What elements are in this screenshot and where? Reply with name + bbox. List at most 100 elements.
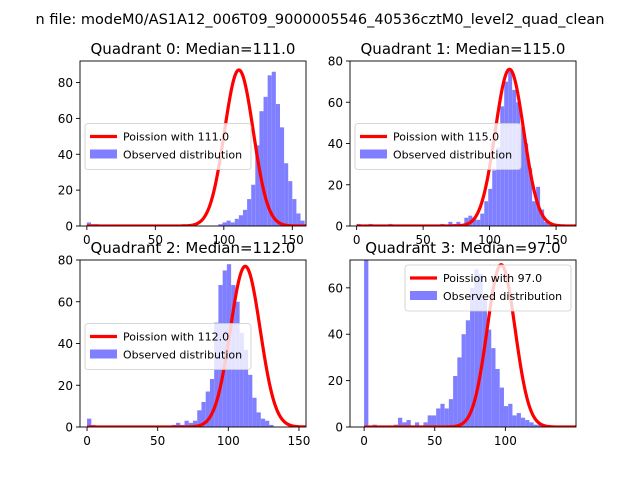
histogram-bar (488, 188, 493, 226)
histogram-bar (284, 163, 289, 226)
poisson-fit-line (85, 68, 306, 226)
histogram-bar (516, 413, 521, 427)
histogram-bar (300, 220, 305, 226)
x-tick-label: 100 (494, 434, 517, 448)
x-tick-label: 0 (353, 233, 361, 247)
legend-box (84, 323, 252, 370)
histogram-bar (252, 397, 257, 427)
histogram-bar (470, 287, 475, 427)
y-tick-label: 0 (65, 421, 73, 435)
histogram-bar (398, 417, 403, 427)
poisson-fit-line (363, 263, 576, 427)
histogram-bar (201, 401, 206, 427)
legend: Poission with 112.0 Observed distribution (84, 323, 252, 370)
axes-frame (349, 259, 577, 428)
y-tick-label: 80 (58, 76, 73, 90)
legend-box (404, 264, 572, 312)
histogram-bar (528, 168, 533, 226)
subplot-title: Quadrant 2: Median=112.0 (91, 239, 296, 257)
x-tick-label: 0 (83, 434, 91, 448)
histogram-bar (499, 387, 504, 427)
legend-box (354, 123, 522, 170)
histogram-bar (238, 215, 243, 226)
histogram-bar (480, 213, 485, 226)
histogram-bar (512, 415, 517, 427)
legend: Poission with 111.0 Observed distribution (84, 123, 252, 170)
histogram-bar (524, 143, 529, 226)
subplot-title: Quadrant 0: Median=111.0 (91, 40, 296, 58)
histogram-bar (87, 418, 92, 427)
legend-label-observed: Observed distribution (443, 290, 562, 303)
legend: Poission with 115.0 Observed distribution (354, 123, 522, 170)
histogram-bar (453, 375, 458, 427)
y-tick-label: 40 (58, 148, 73, 162)
histogram-bar (427, 415, 432, 427)
histogram-bar (461, 334, 466, 427)
histogram-bar (532, 201, 537, 226)
x-tick-label: 0 (83, 233, 91, 247)
histogram-bar (184, 420, 189, 427)
histogram-bar (222, 222, 227, 226)
histogram-bar (234, 218, 239, 226)
histogram-bar (275, 104, 280, 226)
legend-label-fit: Poission with 115.0 (393, 131, 499, 144)
subplot-title: Quadrant 3: Median=97.0 (365, 239, 560, 257)
histogram-bar (456, 221, 461, 226)
histogram-bar (86, 222, 91, 226)
histogram-bar (484, 201, 489, 226)
y-tick-label: 20 (328, 178, 343, 192)
axes-frame (79, 60, 307, 227)
histogram-bar (197, 410, 202, 427)
histogram-bar (525, 420, 530, 427)
legend-label-observed: Observed distribution (123, 349, 242, 362)
histogram-bar (255, 145, 260, 226)
histogram-bar (448, 399, 454, 427)
histogram-bar (482, 299, 488, 427)
x-tick-label: 50 (148, 233, 163, 247)
histogram-bar (487, 329, 492, 427)
histogram-bar (271, 71, 276, 226)
x-tick-label: 100 (217, 434, 240, 448)
y-tick-label: 20 (58, 379, 73, 393)
histogram-bar (209, 378, 215, 427)
legend-bar-swatch (410, 291, 437, 300)
figure-title: n file: modeM0/AS1A12_006T09_9000005546_… (35, 12, 605, 28)
histogram-bar (242, 209, 248, 226)
subplot-0: 0 50 100 150 0 20 40 60 80 Quadrant 0: Median=111… (58, 40, 307, 247)
histogram-bar (406, 420, 411, 427)
histogram-bar (436, 408, 441, 427)
histogram-bar (296, 213, 301, 226)
histogram-bar (251, 184, 256, 226)
subplot-1: 0 50 100 150 0 20 40 60 80 Quadrant 1: Median=115… (328, 40, 577, 247)
histogram-bar (496, 147, 501, 226)
legend-label-fit: Poission with 112.0 (123, 331, 229, 344)
histogram-bar (414, 422, 420, 427)
histogram-bar (267, 75, 272, 226)
histogram-bar (205, 391, 210, 427)
x-tick-label: 150 (287, 434, 310, 448)
histogram-bar (364, 260, 369, 427)
plot-area (363, 260, 576, 427)
histogram-bar (520, 127, 525, 226)
legend-label-observed: Observed distribution (393, 149, 512, 162)
x-tick-label: 0 (360, 434, 368, 448)
histogram-bar (263, 96, 268, 226)
histogram-bar (230, 222, 235, 226)
histogram-bar (533, 424, 538, 427)
histogram-bar (544, 221, 549, 226)
poisson-fit-line (355, 67, 576, 226)
y-tick-label: 0 (65, 220, 73, 234)
histogram-bar (218, 224, 223, 226)
x-tick-label: 150 (281, 233, 304, 247)
legend-label-fit: Poission with 111.0 (123, 131, 229, 144)
histogram-bar (540, 209, 545, 226)
histogram-bar (226, 220, 231, 226)
histogram-bar (529, 422, 534, 427)
histogram-bar (269, 424, 274, 427)
x-tick-label: 50 (150, 434, 165, 448)
histogram-bar (520, 417, 526, 427)
histogram-bar (491, 348, 496, 427)
histogram-bar (503, 406, 509, 427)
y-tick-label: 20 (328, 374, 343, 388)
